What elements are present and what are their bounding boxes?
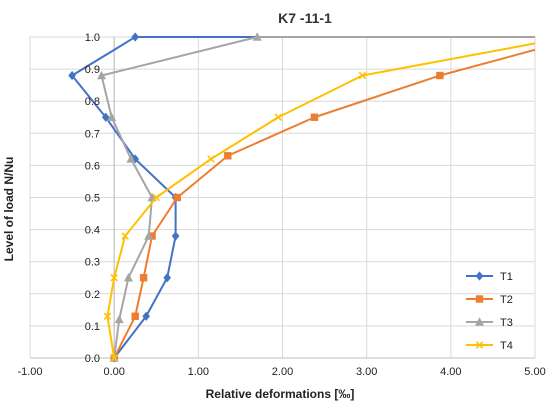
data-point-t2 (173, 193, 181, 202)
data-point-t1 (101, 112, 110, 122)
data-point-t1 (171, 231, 180, 241)
series-line-t2 (113, 48, 536, 359)
y-tick-label: 0.6 (85, 160, 100, 172)
y-tick-label: 1.0 (85, 32, 100, 44)
x-axis-label: Relative deformations [‰] (206, 387, 355, 401)
data-point-t3 (114, 314, 124, 324)
gridlines (29, 36, 536, 359)
data-point-t3 (123, 272, 134, 282)
legend-marker-t3 (474, 317, 485, 326)
y-tick-label: 0.2 (85, 289, 100, 301)
legend-item-t2: T2 (466, 294, 513, 306)
data-point-t4 (110, 354, 118, 362)
data-point-t1 (131, 32, 140, 42)
data-point-t4 (152, 193, 161, 202)
x-tick-label: -1.00 (17, 366, 42, 378)
data-point-t2 (139, 274, 148, 282)
y-tick-label: 0.9 (85, 64, 100, 76)
series-t4 (103, 42, 536, 362)
y-axis-label: Level of load N/Nu (2, 157, 16, 262)
series-line-t4 (106, 42, 536, 359)
data-point-t3 (144, 231, 154, 240)
legend-label-t2: T2 (500, 294, 513, 306)
data-point-t2 (310, 113, 319, 121)
data-point-t1 (68, 70, 76, 81)
data-point-t4 (358, 71, 367, 80)
x-tick-label: 5.00 (524, 366, 545, 378)
series-line-t3 (100, 36, 535, 359)
legend-marker-t2 (475, 295, 484, 303)
legend-item-t4: T4 (466, 340, 513, 352)
x-tick-label: 0.00 (103, 366, 124, 378)
data-point-t2 (436, 71, 444, 80)
y-tick-label: 0.4 (85, 225, 100, 237)
y-tick-label: 0.1 (85, 321, 100, 333)
y-tick-label: 0.0 (85, 353, 100, 365)
series-t2 (110, 48, 536, 362)
data-point-t4 (274, 113, 283, 122)
chart-title: K7 -11-1 (278, 10, 332, 26)
data-point-t4 (110, 273, 118, 282)
data-point-t3 (97, 70, 107, 80)
legend-label-t1: T1 (500, 271, 513, 283)
legend-marker-t1 (475, 271, 484, 281)
x-tick-label: 1.00 (188, 366, 209, 378)
series-line-t1 (71, 36, 535, 359)
y-tick-label: 0.3 (85, 257, 100, 269)
data-point-t4 (207, 155, 215, 163)
data-point-t4 (121, 232, 129, 240)
data-point-t2 (131, 312, 139, 320)
y-tick-label: 0.5 (85, 193, 100, 205)
tick-labels: -1.00 0.00 1.00 2.00 3.00 4.00 5.00 0.0 0.1 0.2 0.… (17, 32, 545, 378)
x-tick-label: 2.00 (272, 366, 293, 378)
legend-label-t4: T4 (500, 340, 513, 352)
legend-item-t1: T1 (466, 271, 513, 283)
legend-label-t3: T3 (500, 317, 513, 329)
data-point-t3 (252, 32, 262, 41)
x-tick-label: 3.00 (356, 366, 377, 378)
y-tick-label: 0.8 (85, 96, 100, 108)
series-layer (68, 32, 536, 363)
legend: T1 T2 T3 T4 (466, 271, 513, 352)
data-point-t1 (142, 311, 151, 321)
legend-item-t3: T3 (466, 317, 513, 329)
data-point-t2 (224, 152, 232, 160)
data-point-t1 (163, 273, 172, 283)
data-point-t3 (107, 112, 117, 121)
x-tick-label: 4.00 (440, 366, 461, 378)
y-tick-label: 0.7 (85, 128, 100, 140)
data-point-t4 (103, 312, 112, 321)
legend-marker-t4 (475, 341, 484, 349)
data-point-t3 (126, 154, 136, 163)
